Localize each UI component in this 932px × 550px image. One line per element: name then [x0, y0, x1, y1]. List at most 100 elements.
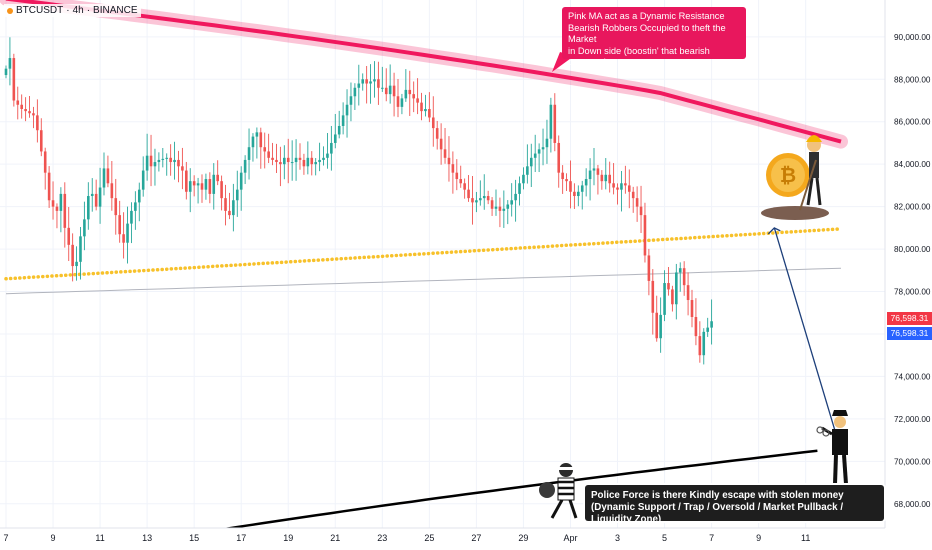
- bitcoin-miner-icon: ₿: [761, 135, 829, 220]
- candle-body: [106, 168, 110, 184]
- candle-body: [247, 147, 251, 160]
- price-tick-label: 78,000.00: [894, 288, 931, 297]
- price-tick-label: 72,000.00: [894, 415, 931, 424]
- candle-body: [475, 200, 478, 203]
- time-tick-label: 25: [424, 533, 434, 543]
- robber-mask: [559, 467, 573, 470]
- police-officer-icon: [816, 410, 848, 485]
- police-head: [834, 416, 846, 428]
- candle-body: [506, 204, 510, 209]
- candle-body: [667, 283, 670, 290]
- time-axis[interactable]: 7 9 11 13 15 17 19 21 23 25 27 29 Apr 3 5 7 9 11: [0, 527, 885, 550]
- candle-body: [188, 181, 192, 192]
- bitcoin-coin-inner: [771, 158, 805, 192]
- time-tick-label: 27: [471, 533, 481, 543]
- miner-leg: [806, 177, 814, 206]
- candle-body: [216, 174, 219, 182]
- candle-body: [255, 132, 259, 137]
- time-tick-label: 17: [236, 533, 246, 543]
- candle-body: [149, 155, 153, 167]
- candle-body: [235, 189, 239, 201]
- candle-body: [690, 300, 694, 317]
- candle-body: [275, 159, 278, 163]
- candle-body: [408, 89, 412, 95]
- time-tick-label: 21: [330, 533, 340, 543]
- miner-helmet: [806, 135, 822, 142]
- candle-body: [678, 268, 682, 273]
- bitcoin-dot-icon: [7, 7, 13, 14]
- candle-body: [36, 115, 39, 131]
- time-tick-label: 3: [615, 533, 620, 543]
- candle-body: [8, 58, 12, 69]
- police-body: [832, 429, 848, 455]
- candle-body: [612, 183, 615, 188]
- candle-body: [616, 187, 619, 190]
- candle-body: [318, 159, 321, 163]
- candle-body: [43, 151, 47, 173]
- candle-body: [365, 79, 368, 84]
- candle-body: [153, 162, 157, 167]
- time-tick-label: 11: [95, 533, 104, 543]
- price-tick-label: 80,000.00: [894, 245, 931, 254]
- candle-body: [28, 111, 31, 114]
- timeframe-label[interactable]: 4h: [72, 5, 84, 16]
- time-tick-label: 29: [518, 533, 528, 543]
- candle-body: [392, 85, 396, 97]
- candle-body: [451, 164, 455, 173]
- candle-body: [541, 147, 545, 150]
- candle-body: [553, 104, 557, 143]
- candle-body: [529, 157, 533, 167]
- support-callout-line-2: (Dynamic Support / Trap / Oversold / Mar…: [591, 502, 844, 525]
- candle-body: [490, 200, 494, 209]
- candle-body: [228, 210, 231, 216]
- candle-body: [404, 89, 408, 99]
- candle-body: [522, 174, 525, 184]
- candle-body: [20, 104, 23, 109]
- pink-ma-line: [5, 0, 842, 144]
- candle-body: [185, 170, 188, 192]
- time-tick-label: 11: [801, 533, 810, 543]
- candle-body: [24, 109, 27, 112]
- symbol-label[interactable]: BTCUSDT: [16, 5, 64, 16]
- candle-body: [361, 79, 365, 84]
- candle-body: [286, 157, 290, 163]
- loot-bag: [539, 482, 555, 498]
- candle-body: [298, 157, 302, 160]
- candle-body: [83, 219, 86, 237]
- exchange-label: BINANCE: [93, 5, 138, 16]
- gray-ma-line: [5, 267, 842, 295]
- yellow-ma-line: [4, 227, 843, 281]
- candle-body: [573, 191, 576, 197]
- candle-body: [145, 155, 149, 171]
- price-tick-label: 88,000.00: [894, 75, 931, 84]
- candle-body: [59, 193, 63, 211]
- candle-body: [169, 157, 172, 163]
- time-tick-label: 13: [142, 533, 152, 543]
- price-tick-label: 74,000.00: [894, 372, 931, 381]
- candle-body: [369, 81, 372, 84]
- candle-body: [122, 234, 125, 243]
- resistance-callout-line-2: Bearish Robbers Occupied to theft the Ma…: [568, 22, 726, 45]
- police-leg-2: [842, 454, 848, 485]
- candle-body: [47, 172, 51, 201]
- candle-body: [479, 198, 482, 201]
- candle-body: [435, 128, 439, 139]
- police-leg: [833, 454, 838, 485]
- candle-body: [326, 153, 329, 158]
- candle-body: [271, 157, 274, 160]
- miner-leg-2: [815, 177, 822, 206]
- candle-body: [75, 261, 78, 267]
- candle-body: [420, 102, 423, 112]
- candle-body: [557, 142, 561, 173]
- candle-body: [443, 149, 447, 158]
- candle-body: [431, 117, 435, 129]
- support-callout-line-1: Police Force is there Kindly escape with…: [591, 490, 844, 501]
- candle-body: [577, 191, 580, 197]
- candle-body: [400, 98, 404, 107]
- price-tick-label: 70,000.00: [894, 457, 931, 466]
- price-axis[interactable]: 68,000.0070,000.0072,000.0074,000.0076,0…: [884, 0, 932, 550]
- price-tick-label: 68,000.00: [894, 500, 931, 509]
- candle-body: [290, 162, 294, 164]
- last-price-tag: 76,598.31: [887, 312, 932, 325]
